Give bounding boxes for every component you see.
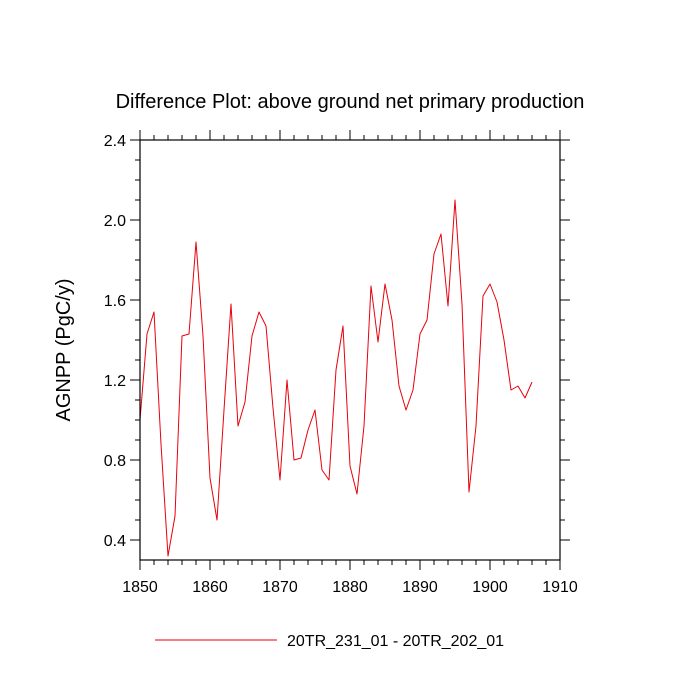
chart-title: Difference Plot: above ground net primar…: [116, 91, 585, 113]
x-tick-label: 1850: [122, 579, 158, 596]
plot-frame: [139, 139, 561, 561]
legend-label: 20TR_231_01 - 20TR_202_01: [287, 633, 504, 650]
x-tick-label: 1870: [262, 579, 298, 596]
y-tick-label: 2.4: [104, 133, 126, 150]
series-line: [139, 199, 533, 557]
y-tick-label: 0.8: [104, 453, 126, 470]
x-tick-label: 1900: [472, 579, 508, 596]
x-tick-label: 1910: [542, 579, 578, 596]
legend: 20TR_231_01 - 20TR_202_01: [155, 633, 504, 650]
y-axis-label: AGNPP (PgC/y): [53, 279, 75, 422]
series-group: [139, 199, 533, 557]
x-tick-label: 1890: [402, 579, 438, 596]
y-tick-label: 1.2: [104, 373, 126, 390]
x-tick-label: 1880: [332, 579, 368, 596]
x-tick-label: 1860: [192, 579, 228, 596]
y-tick-label: 0.4: [104, 533, 126, 550]
axis-ticks: 1850 1860 1870 1880 1890 1900 1910 0.4 0.8 1.2 1.6…: [104, 130, 578, 596]
y-tick-label: 2.0: [104, 213, 126, 230]
y-tick-label: 1.6: [104, 293, 126, 310]
